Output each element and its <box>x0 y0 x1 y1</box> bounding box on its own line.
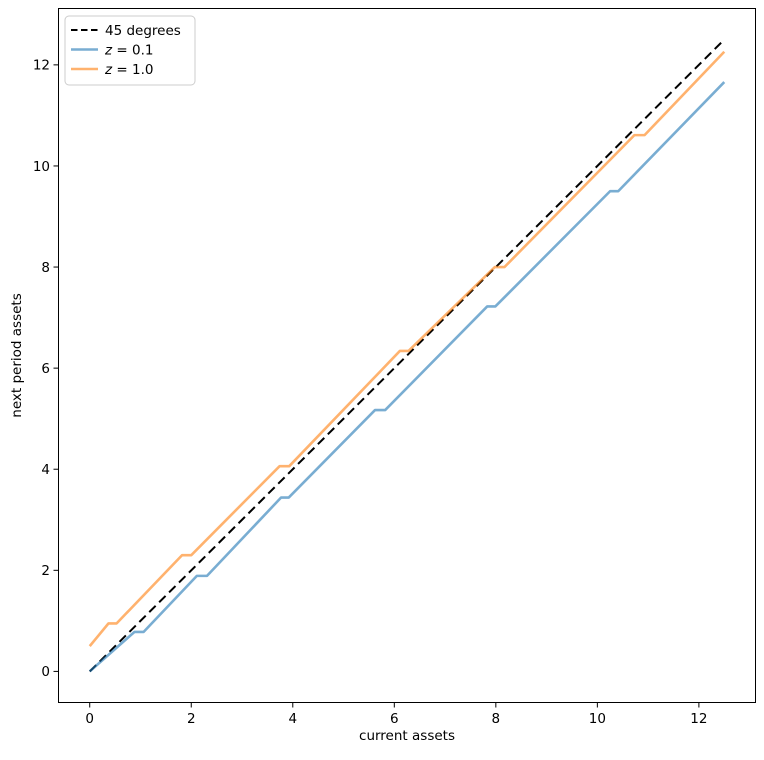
y-tick-label: 0 <box>41 664 50 680</box>
legend-entry-z-1-0: z = 1.0 <box>71 62 153 78</box>
legend: 45 degrees z = 0.1 z = 1.0 <box>64 15 196 86</box>
legend-entry-z-0-1: z = 0.1 <box>71 42 153 58</box>
plot-border <box>58 8 756 703</box>
y-tick-label: 6 <box>41 361 50 377</box>
x-tick-label: 10 <box>589 711 606 727</box>
x-tick-label: 8 <box>492 711 501 727</box>
series-line-z-0-1 <box>88 81 726 673</box>
y-tick-label: 10 <box>33 159 50 175</box>
x-tick-label: 4 <box>288 711 297 727</box>
y-tick-label: 12 <box>33 58 50 74</box>
series-line-45-degrees <box>89 38 725 673</box>
plot-area: 0 2 4 6 8 10 12 0 2 4 6 8 10 12 45 degrees z = 0.1 z = 1… <box>33 8 756 727</box>
legend-label: z = 1.0 <box>104 62 153 78</box>
x-tick-label: 12 <box>690 711 707 727</box>
legend-label: 45 degrees <box>105 23 181 39</box>
x-tick-label: 6 <box>390 711 399 727</box>
x-tick-label: 0 <box>85 711 94 727</box>
series-line-z-1-0 <box>88 50 726 647</box>
legend-label: z = 0.1 <box>104 42 153 58</box>
y-tick-label: 8 <box>41 260 50 276</box>
x-axis-label: current assets <box>359 728 455 744</box>
x-tick-label: 2 <box>187 711 196 727</box>
y-tick-label: 2 <box>41 563 50 579</box>
legend-entry-45-degrees: 45 degrees <box>71 23 181 39</box>
y-axis-label: next period assets <box>9 293 25 417</box>
y-tick-label: 4 <box>41 462 50 478</box>
